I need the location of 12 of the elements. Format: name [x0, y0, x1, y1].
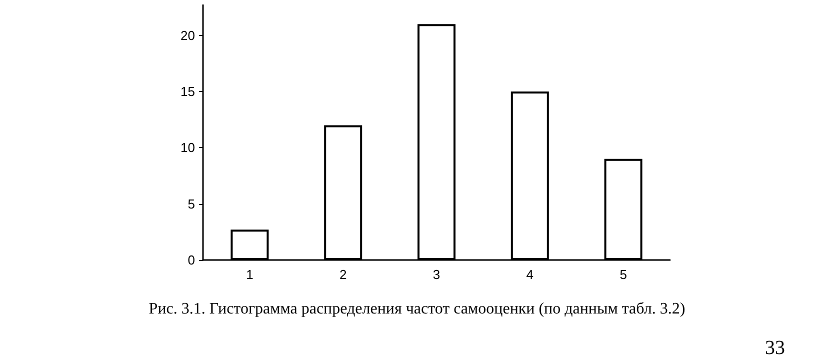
x-tick-label: 1	[246, 267, 254, 282]
text: 33	[765, 337, 785, 359]
y-tick-label: 10	[180, 140, 195, 156]
text: Рис. 3.1. Гистограмма распределения частот самооценки (по данным табл. 3.2)	[148, 300, 686, 318]
x-tick-label: 4	[526, 267, 534, 282]
y-tick-label: 5	[188, 196, 195, 212]
x-tick-label: 2	[339, 267, 347, 282]
x-tick-label: 3	[432, 267, 440, 282]
y-tick-label: 20	[180, 28, 195, 43]
y-tick-label: 0	[188, 252, 195, 268]
y-tick-label: 15	[180, 84, 195, 99]
x-tick-label: 5	[620, 267, 627, 282]
